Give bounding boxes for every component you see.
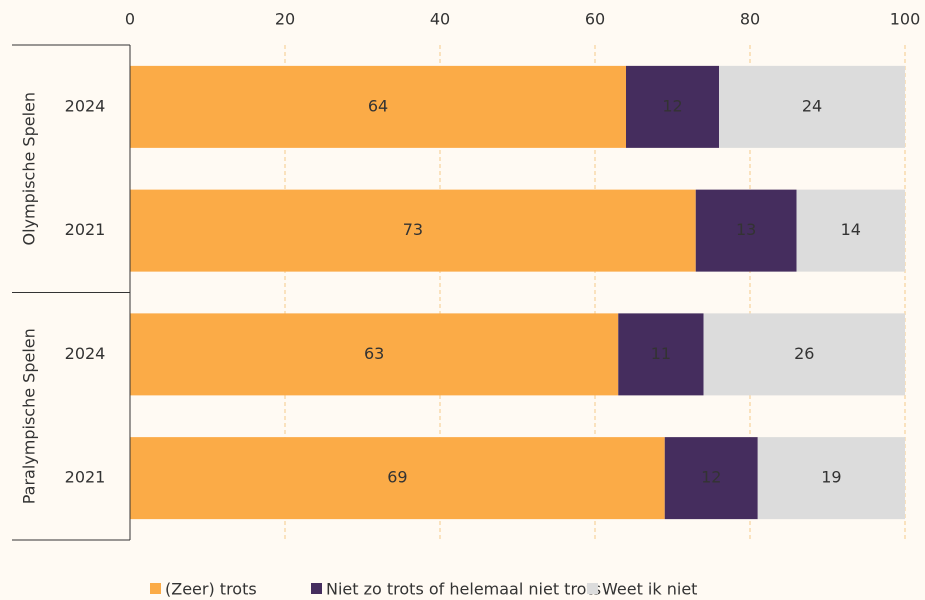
legend-swatch bbox=[587, 583, 598, 594]
y-tick-label: 2021 bbox=[65, 220, 106, 239]
bar-segment bbox=[796, 189, 905, 272]
x-tick-label: 100 bbox=[890, 10, 921, 29]
legend-label: (Zeer) trots bbox=[165, 580, 257, 599]
x-tick-label: 60 bbox=[585, 10, 605, 29]
value-label: 14 bbox=[841, 220, 861, 239]
value-label: 12 bbox=[662, 96, 682, 115]
group-label: Paralympische Spelen bbox=[20, 328, 39, 504]
legend-swatch bbox=[150, 583, 161, 594]
bar-segment bbox=[618, 313, 704, 396]
value-label: 13 bbox=[736, 220, 756, 239]
x-tick-label: 80 bbox=[740, 10, 760, 29]
y-tick-label: 2021 bbox=[65, 468, 106, 487]
legend-label: Niet zo trots of helemaal niet trots bbox=[326, 580, 601, 599]
value-label: 26 bbox=[794, 344, 814, 363]
bar-segment bbox=[626, 65, 719, 148]
bar-segment bbox=[757, 437, 905, 520]
value-label: 19 bbox=[821, 468, 841, 487]
bar-segment bbox=[664, 437, 758, 520]
value-label: 24 bbox=[802, 96, 822, 115]
legend-swatch bbox=[311, 583, 322, 594]
bar-segment bbox=[695, 189, 797, 272]
bar-segment bbox=[130, 65, 626, 148]
bar-segment bbox=[703, 313, 905, 396]
bar-segment bbox=[719, 65, 905, 148]
x-tick-label: 20 bbox=[275, 10, 295, 29]
y-tick-label: 2024 bbox=[65, 96, 106, 115]
group-label: Olympische Spelen bbox=[20, 92, 39, 245]
value-label: 73 bbox=[403, 220, 423, 239]
value-label: 12 bbox=[701, 468, 721, 487]
bar-segment bbox=[130, 189, 696, 272]
value-label: 64 bbox=[368, 96, 388, 115]
bar-segment bbox=[130, 437, 665, 520]
value-label: 63 bbox=[364, 344, 384, 363]
value-label: 69 bbox=[387, 468, 407, 487]
x-tick-label: 40 bbox=[430, 10, 450, 29]
y-tick-label: 2024 bbox=[65, 344, 106, 363]
bar-segment bbox=[130, 313, 619, 396]
legend-label: Weet ik niet bbox=[602, 580, 697, 599]
x-tick-label: 0 bbox=[125, 10, 135, 29]
value-label: 11 bbox=[651, 344, 671, 363]
